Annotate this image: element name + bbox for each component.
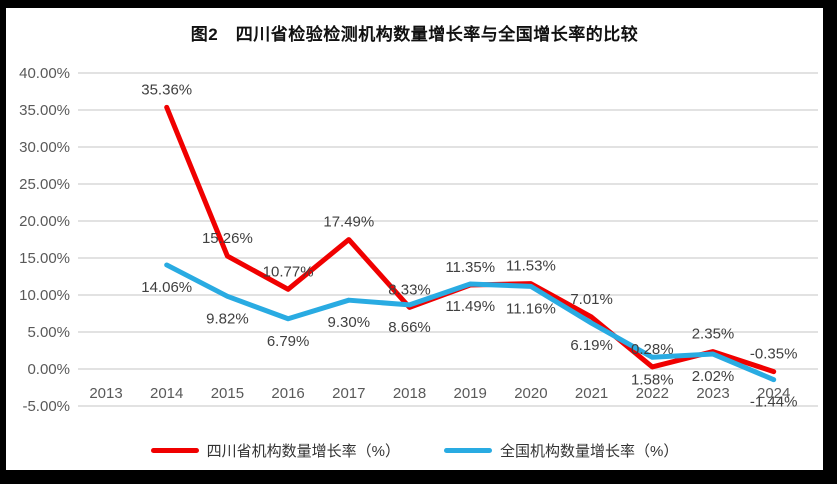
chart-legend: 四川省机构数量增长率（%） 全国机构数量增长率（%） <box>6 440 823 461</box>
sichuan-line-swatch-icon <box>150 448 199 453</box>
y-axis-tick-label: 10.00% <box>19 287 70 304</box>
x-axis-tick-label: 2016 <box>271 385 304 402</box>
legend-item-national: 全国机构数量增长率（%） <box>444 440 678 461</box>
data-label-national: 2.02% <box>692 368 735 385</box>
x-axis-tick-label: 2013 <box>89 385 122 402</box>
national-line-swatch-icon <box>444 448 492 453</box>
data-label-sichuan: -0.35% <box>750 346 798 363</box>
data-label-national: 9.30% <box>328 314 371 331</box>
data-label-national: 9.82% <box>206 310 249 327</box>
data-label-national: -1.44% <box>750 394 798 411</box>
x-axis-tick-label: 2019 <box>454 385 487 402</box>
x-axis-tick-label: 2014 <box>150 385 183 402</box>
series-line-national <box>164 262 777 383</box>
y-axis-tick-label: 20.00% <box>19 213 70 230</box>
y-axis-tick-label: 40.00% <box>19 65 70 82</box>
x-axis-tick-label: 2015 <box>211 385 244 402</box>
data-label-sichuan: 35.36% <box>141 81 192 98</box>
x-axis-tick-label: 2018 <box>393 385 426 402</box>
data-label-sichuan: 0.28% <box>631 341 674 358</box>
data-label-national: 6.79% <box>267 333 310 350</box>
y-axis-tick-label: -5.00% <box>22 398 70 415</box>
legend-item-sichuan: 四川省机构数量增长率（%） <box>150 440 400 461</box>
data-label-sichuan: 11.35% <box>445 259 495 276</box>
data-label-national: 1.58% <box>631 371 674 388</box>
data-label-national: 8.66% <box>388 319 431 336</box>
legend-label-sichuan: 四川省机构数量增长率（%） <box>206 443 400 460</box>
data-label-sichuan: 8.33% <box>388 281 431 298</box>
chart-card: 图2 四川省检验检测机构数量增长率与全国增长率的比较 40.00% 35.00% 3… <box>6 8 823 470</box>
x-axis-tick-label: 2022 <box>636 385 669 402</box>
y-axis-tick-label: 30.00% <box>19 139 70 156</box>
x-axis-tick-label: 2017 <box>332 385 365 402</box>
data-label-sichuan: 17.49% <box>323 214 374 231</box>
y-axis-tick-label: 35.00% <box>19 102 70 119</box>
data-label-national: 11.49% <box>445 298 495 315</box>
legend-label-national: 全国机构数量增长率（%） <box>500 443 679 460</box>
chart-title: 图2 四川省检验检测机构数量增长率与全国增长率的比较 <box>190 25 639 44</box>
x-axis-tick-label: 2020 <box>514 385 547 402</box>
line-chart-plot: 40.00% 35.00% 30.00% 25.00% 20.00% 15.00% 10.0… <box>19 65 818 415</box>
data-label-sichuan: 2.35% <box>692 326 735 343</box>
y-axis-tick-label: 25.00% <box>19 176 70 193</box>
data-label-national: 11.16% <box>506 300 556 317</box>
data-label-sichuan: 15.26% <box>202 230 253 247</box>
x-axis-tick-label: 2024 <box>757 385 790 402</box>
x-axis-tick-label: 2023 <box>696 385 729 402</box>
y-axis-tick-label: 15.00% <box>19 250 70 267</box>
y-axis-tick-label: 5.00% <box>27 324 70 341</box>
data-label-sichuan: 10.77% <box>263 263 314 280</box>
x-axis-tick-label: 2021 <box>575 385 608 402</box>
data-label-sichuan: 11.53% <box>506 258 556 275</box>
data-label-national: 6.19% <box>570 337 613 354</box>
data-label-sichuan: 7.01% <box>570 291 613 308</box>
y-axis-tick-label: 0.00% <box>27 361 70 378</box>
data-label-national: 14.06% <box>141 279 192 296</box>
